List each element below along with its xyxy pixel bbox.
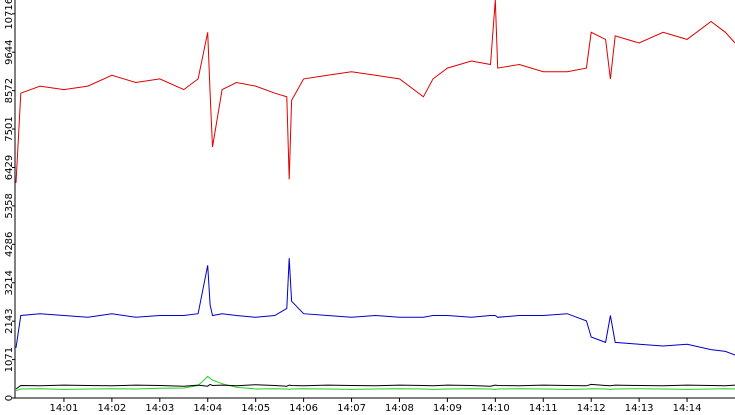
x-tick-label: 14:07: [337, 403, 366, 414]
y-tick-label: 2143: [4, 308, 15, 333]
y-tick-label: 7501: [4, 116, 15, 141]
y-tick-label: 1071: [4, 347, 15, 372]
x-tick-label: 14:10: [481, 403, 510, 414]
x-tick-label: 14:09: [433, 403, 462, 414]
series-line: [15, 258, 735, 356]
y-tick-label: 6429: [4, 155, 15, 180]
y-tick-label: 4286: [4, 232, 15, 257]
x-tick-label: 14:04: [193, 403, 222, 414]
x-tick-label: 14:11: [529, 403, 558, 414]
y-tick-label: 9644: [4, 39, 15, 64]
y-tick-label: 8572: [4, 78, 15, 103]
y-tick-label: 0: [4, 395, 15, 401]
series-line: [15, 383, 735, 390]
x-tick-label: 14:14: [673, 403, 702, 414]
x-tick-label: 14:03: [145, 403, 174, 414]
x-tick-label: 14:02: [97, 403, 126, 414]
x-tick-label: 14:08: [385, 403, 414, 414]
x-tick-label: 14:12: [577, 403, 606, 414]
x-tick-label: 14:06: [289, 403, 318, 414]
y-tick-label: 5358: [4, 193, 15, 218]
series-line: [15, 0, 735, 183]
y-tick-label: 10716: [4, 0, 15, 30]
series-line: [15, 375, 735, 392]
x-tick-label: 14:05: [241, 403, 270, 414]
x-tick-label: 14:13: [625, 403, 654, 414]
x-tick-label: 14:01: [50, 403, 79, 414]
y-tick-label: 3214: [4, 270, 15, 295]
